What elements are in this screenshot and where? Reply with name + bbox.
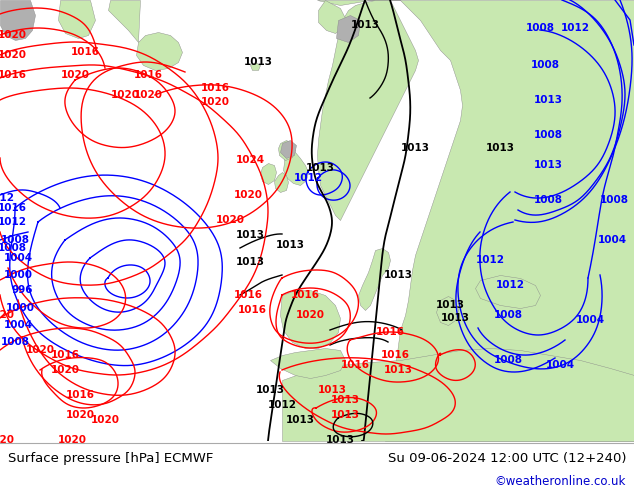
Text: 1008: 1008 (1, 235, 30, 245)
Text: 1013: 1013 (533, 160, 562, 170)
Text: 1013: 1013 (330, 395, 359, 405)
Text: 1013: 1013 (256, 385, 285, 395)
Text: 1013: 1013 (330, 410, 359, 420)
Text: 1012: 1012 (0, 217, 27, 227)
Text: 1008: 1008 (526, 23, 555, 33)
Text: 1013: 1013 (351, 20, 380, 30)
Text: 1013: 1013 (235, 230, 264, 240)
Text: 1000: 1000 (4, 270, 32, 280)
Text: 1012: 1012 (560, 23, 590, 33)
Text: 1020: 1020 (216, 215, 245, 225)
Text: 1016: 1016 (340, 360, 370, 370)
Text: 1016: 1016 (0, 70, 27, 80)
Text: 1012: 1012 (496, 280, 524, 290)
Text: 1020: 1020 (200, 97, 230, 107)
Text: 1008: 1008 (493, 355, 522, 365)
Text: 1016: 1016 (200, 83, 230, 93)
Text: 1020: 1020 (60, 70, 89, 80)
Text: 1016: 1016 (134, 70, 162, 80)
Text: 1020: 1020 (295, 310, 325, 320)
Text: 1012: 1012 (0, 193, 15, 203)
Text: 1020: 1020 (0, 30, 27, 40)
Text: 1013: 1013 (441, 313, 470, 323)
Text: 1008: 1008 (493, 310, 522, 320)
Text: 1016: 1016 (0, 203, 27, 213)
Text: 1004: 1004 (545, 360, 574, 370)
Text: 1013: 1013 (384, 365, 413, 375)
Text: 1004: 1004 (3, 253, 32, 263)
Text: 1012: 1012 (476, 255, 505, 265)
Text: 1020: 1020 (65, 410, 94, 420)
Text: 1013: 1013 (243, 57, 273, 67)
Text: 1008: 1008 (1, 337, 30, 347)
Text: 1020: 1020 (110, 90, 139, 100)
Text: 1004: 1004 (3, 320, 32, 330)
Text: 1013: 1013 (306, 163, 335, 173)
Text: 1008: 1008 (0, 243, 27, 253)
Text: 1008: 1008 (531, 60, 559, 70)
Text: 1000: 1000 (6, 303, 34, 313)
Text: 1008: 1008 (533, 130, 562, 140)
Text: Surface pressure [hPa] ECMWF: Surface pressure [hPa] ECMWF (8, 452, 214, 465)
Text: 1013: 1013 (285, 415, 314, 425)
Text: 1020: 1020 (0, 435, 15, 445)
Text: 1013: 1013 (486, 143, 515, 153)
Text: 1016: 1016 (375, 327, 404, 337)
Text: 1020: 1020 (58, 435, 86, 445)
Text: 1013: 1013 (436, 300, 465, 310)
Text: ©weatheronline.co.uk: ©weatheronline.co.uk (495, 475, 626, 488)
Text: 1016: 1016 (65, 390, 94, 400)
Text: 1020: 1020 (51, 365, 79, 375)
Text: 1020: 1020 (134, 90, 162, 100)
Text: 1013: 1013 (401, 143, 429, 153)
Text: 996: 996 (11, 285, 33, 295)
Text: 1016: 1016 (238, 305, 266, 315)
Text: 1020: 1020 (0, 50, 27, 60)
Text: Su 09-06-2024 12:00 UTC (12+240): Su 09-06-2024 12:00 UTC (12+240) (387, 452, 626, 465)
Text: 1024: 1024 (235, 155, 264, 165)
Text: 1016: 1016 (380, 350, 410, 360)
Text: 1013: 1013 (276, 240, 304, 250)
Text: 1004: 1004 (597, 235, 626, 245)
Text: 1020: 1020 (91, 415, 119, 425)
Text: 1004: 1004 (576, 315, 605, 325)
Text: 1016: 1016 (70, 47, 100, 57)
Text: 1012: 1012 (268, 400, 297, 410)
Text: 1013: 1013 (325, 435, 354, 445)
Text: 1013: 1013 (235, 257, 264, 267)
Text: 1020: 1020 (233, 190, 262, 200)
Text: 1016: 1016 (290, 290, 320, 300)
Text: 1012: 1012 (294, 173, 323, 183)
Text: 1016: 1016 (233, 290, 262, 300)
Text: 1020: 1020 (25, 345, 55, 355)
Text: 1008: 1008 (533, 195, 562, 205)
Text: 1008: 1008 (600, 195, 628, 205)
Text: 1013: 1013 (533, 95, 562, 105)
Text: 1020: 1020 (0, 310, 15, 320)
Text: 1013: 1013 (384, 270, 413, 280)
Text: 1013: 1013 (318, 385, 347, 395)
Text: 1016: 1016 (51, 350, 79, 360)
